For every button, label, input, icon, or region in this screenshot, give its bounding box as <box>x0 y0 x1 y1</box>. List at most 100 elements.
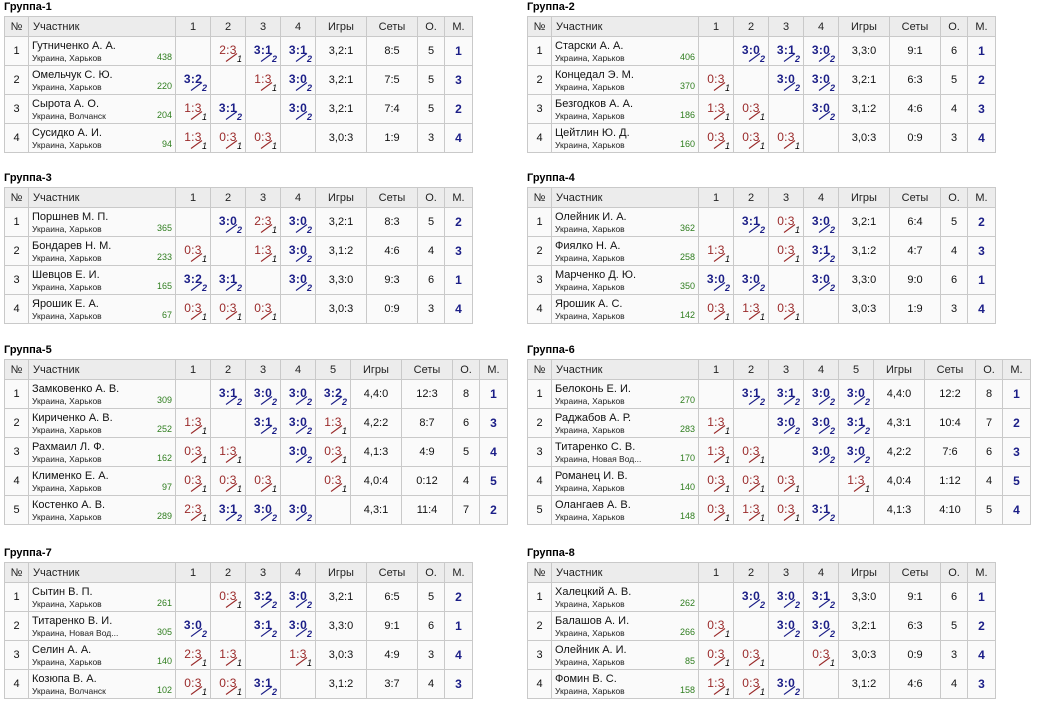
col-header-place[interactable]: М. <box>1002 359 1031 380</box>
match-result-cell[interactable]: 3:0 2 <box>280 94 316 124</box>
match-result-cell[interactable]: 3:1 2 <box>210 495 246 525</box>
match-result-cell[interactable]: 0:3 1 <box>698 466 734 496</box>
col-header-points[interactable]: О. <box>975 359 1003 380</box>
match-result-cell[interactable]: 3:0 2 <box>280 495 316 525</box>
match-result-cell[interactable]: 1:3 1 <box>245 236 281 266</box>
match-result-cell[interactable]: 3:0 2 <box>280 236 316 266</box>
col-header-participant[interactable]: Участник <box>28 16 176 37</box>
player-cell[interactable]: Сырота А. О. Украина, Волчанск 204 <box>28 94 176 124</box>
col-header-sets[interactable]: Сеты <box>889 16 941 37</box>
match-result-cell[interactable]: 1:3 1 <box>733 495 769 525</box>
col-header-opponent[interactable]: 5 <box>315 359 351 380</box>
player-cell[interactable]: Клименко Е. А. Украина, Харьков 97 <box>28 466 176 496</box>
player-cell[interactable]: Ярошик Е. А. Украина, Харьков 67 <box>28 294 176 324</box>
match-result-cell[interactable]: 0:3 1 <box>175 294 211 324</box>
col-header-opponent[interactable]: 1 <box>698 187 734 208</box>
match-result-cell[interactable]: 0:3 1 <box>768 123 804 153</box>
match-result-cell[interactable]: 0:3 1 <box>175 669 211 699</box>
match-result-cell[interactable]: 1:3 1 <box>698 669 734 699</box>
match-result-cell[interactable]: 3:0 2 <box>733 265 769 295</box>
player-cell[interactable]: Омельчук С. Ю. Украина, Харьков 220 <box>28 65 176 95</box>
player-cell[interactable]: Титаренко С. В. Украина, Новая Вод... 170 <box>551 437 699 467</box>
player-cell[interactable]: Марченко Д. Ю. Украина, Харьков 350 <box>551 265 699 295</box>
player-name[interactable]: Романец И. В. <box>555 470 628 482</box>
match-result-cell[interactable]: 3:0 2 <box>245 495 281 525</box>
player-name[interactable]: Халецкий А. В. <box>555 586 632 598</box>
match-result-cell[interactable]: 3:1 2 <box>245 36 281 66</box>
match-result-cell[interactable]: 2:3 1 <box>175 640 211 670</box>
match-result-cell[interactable]: 0:3 1 <box>768 466 804 496</box>
player-row[interactable]: 3 Безгодков А. А. Украина, Харьков 186 1:3 1 0… <box>527 94 996 124</box>
player-row[interactable]: 4 Фомин В. С. Украина, Харьков 158 1:3 1 0:3 1 3… <box>527 669 996 699</box>
player-row[interactable]: 2 Титаренко В. И. Украина, Новая Вод... 305… <box>4 611 473 641</box>
col-header-opponent[interactable]: 1 <box>698 16 734 37</box>
match-result-cell[interactable]: 3:0 2 <box>803 265 839 295</box>
match-result-cell[interactable]: 3:0 2 <box>838 437 874 467</box>
match-result-cell[interactable]: 3:0 2 <box>280 582 316 612</box>
col-header-games[interactable]: Игры <box>838 16 890 37</box>
match-result-cell[interactable]: 0:3 1 <box>768 495 804 525</box>
match-result-cell[interactable]: 3:0 2 <box>210 207 246 237</box>
col-header-points[interactable]: О. <box>417 562 445 583</box>
match-result-cell[interactable]: 3:1 2 <box>803 495 839 525</box>
match-result-cell[interactable]: 0:3 1 <box>175 466 211 496</box>
match-result-cell[interactable]: 3:0 2 <box>768 65 804 95</box>
col-header-points[interactable]: О. <box>452 359 480 380</box>
player-row[interactable]: 3 Сырота А. О. Украина, Волчанск 204 1:3 1 3:1… <box>4 94 473 124</box>
match-result-cell[interactable]: 1:3 1 <box>175 408 211 438</box>
col-header-place[interactable]: М. <box>444 187 473 208</box>
match-result-cell[interactable]: 1:3 1 <box>210 640 246 670</box>
player-name[interactable]: Шевцов Е. И. <box>32 269 100 281</box>
col-header-opponent[interactable]: 3 <box>245 562 281 583</box>
col-header-points[interactable]: О. <box>940 562 968 583</box>
col-header-sets[interactable]: Сеты <box>924 359 976 380</box>
player-cell[interactable]: Сусидко А. И. Украина, Харьков 94 <box>28 123 176 153</box>
col-header-opponent[interactable]: 4 <box>280 16 316 37</box>
col-header-games[interactable]: Игры <box>873 359 925 380</box>
player-name[interactable]: Поршнев М. П. <box>32 211 109 223</box>
player-name[interactable]: Омельчук С. Ю. <box>32 69 113 81</box>
col-header-participant[interactable]: Участник <box>551 187 699 208</box>
player-row[interactable]: 1 Замковенко А. В. Украина, Харьков 309 3:1 2… <box>4 379 508 409</box>
player-row[interactable]: 3 Марченко Д. Ю. Украина, Харьков 350 3:0 2 3:… <box>527 265 996 295</box>
match-result-cell[interactable]: 2:3 1 <box>175 495 211 525</box>
player-row[interactable]: 2 Раджабов А. Р. Украина, Харьков 283 1:3 1 3:… <box>527 408 1031 438</box>
player-name[interactable]: Безгодков А. А. <box>555 98 633 110</box>
match-result-cell[interactable]: 3:2 2 <box>315 379 351 409</box>
col-header-num[interactable]: № <box>527 562 552 583</box>
player-name[interactable]: Костенко А. В. <box>32 499 106 511</box>
match-result-cell[interactable]: 3:0 2 <box>803 408 839 438</box>
match-result-cell[interactable]: 0:3 1 <box>733 466 769 496</box>
player-row[interactable]: 1 Олейник И. А. Украина, Харьков 362 3:1 2 0:3… <box>527 207 996 237</box>
player-name[interactable]: Сусидко А. И. <box>32 127 102 139</box>
col-header-participant[interactable]: Участник <box>28 187 176 208</box>
player-row[interactable]: 1 Сытин В. П. Украина, Харьков 261 0:3 1 3:2 2 3… <box>4 582 473 612</box>
match-result-cell[interactable]: 0:3 1 <box>210 669 246 699</box>
player-row[interactable]: 1 Гутниченко А. А. Украина, Харьков 438 2:3 1… <box>4 36 473 66</box>
col-header-opponent[interactable]: 2 <box>733 187 769 208</box>
col-header-opponent[interactable]: 3 <box>245 187 281 208</box>
col-header-opponent[interactable]: 2 <box>210 187 246 208</box>
match-result-cell[interactable]: 0:3 1 <box>733 640 769 670</box>
match-result-cell[interactable]: 0:3 1 <box>315 437 351 467</box>
col-header-opponent[interactable]: 4 <box>280 359 316 380</box>
col-header-opponent[interactable]: 4 <box>280 187 316 208</box>
player-cell[interactable]: Белоконь Е. И. Украина, Харьков 270 <box>551 379 699 409</box>
col-header-points[interactable]: О. <box>417 187 445 208</box>
match-result-cell[interactable]: 3:1 2 <box>768 36 804 66</box>
match-result-cell[interactable]: 0:3 1 <box>245 466 281 496</box>
match-result-cell[interactable]: 1:3 1 <box>245 65 281 95</box>
match-result-cell[interactable]: 3:2 2 <box>175 65 211 95</box>
match-result-cell[interactable]: 0:3 1 <box>698 294 734 324</box>
match-result-cell[interactable]: 3:0 2 <box>698 265 734 295</box>
player-row[interactable]: 4 Сусидко А. И. Украина, Харьков 94 1:3 1 0:3 1… <box>4 123 473 153</box>
player-cell[interactable]: Цейтлин Ю. Д. Украина, Харьков 160 <box>551 123 699 153</box>
player-name[interactable]: Фиялко Н. А. <box>555 240 621 252</box>
col-header-points[interactable]: О. <box>417 16 445 37</box>
col-header-opponent[interactable]: 4 <box>803 562 839 583</box>
player-name[interactable]: Ярошик Е. А. <box>32 298 99 310</box>
match-result-cell[interactable]: 1:3 1 <box>698 437 734 467</box>
col-header-opponent[interactable]: 4 <box>803 359 839 380</box>
player-name[interactable]: Сырота А. О. <box>32 98 99 110</box>
match-result-cell[interactable]: 3:1 2 <box>210 379 246 409</box>
